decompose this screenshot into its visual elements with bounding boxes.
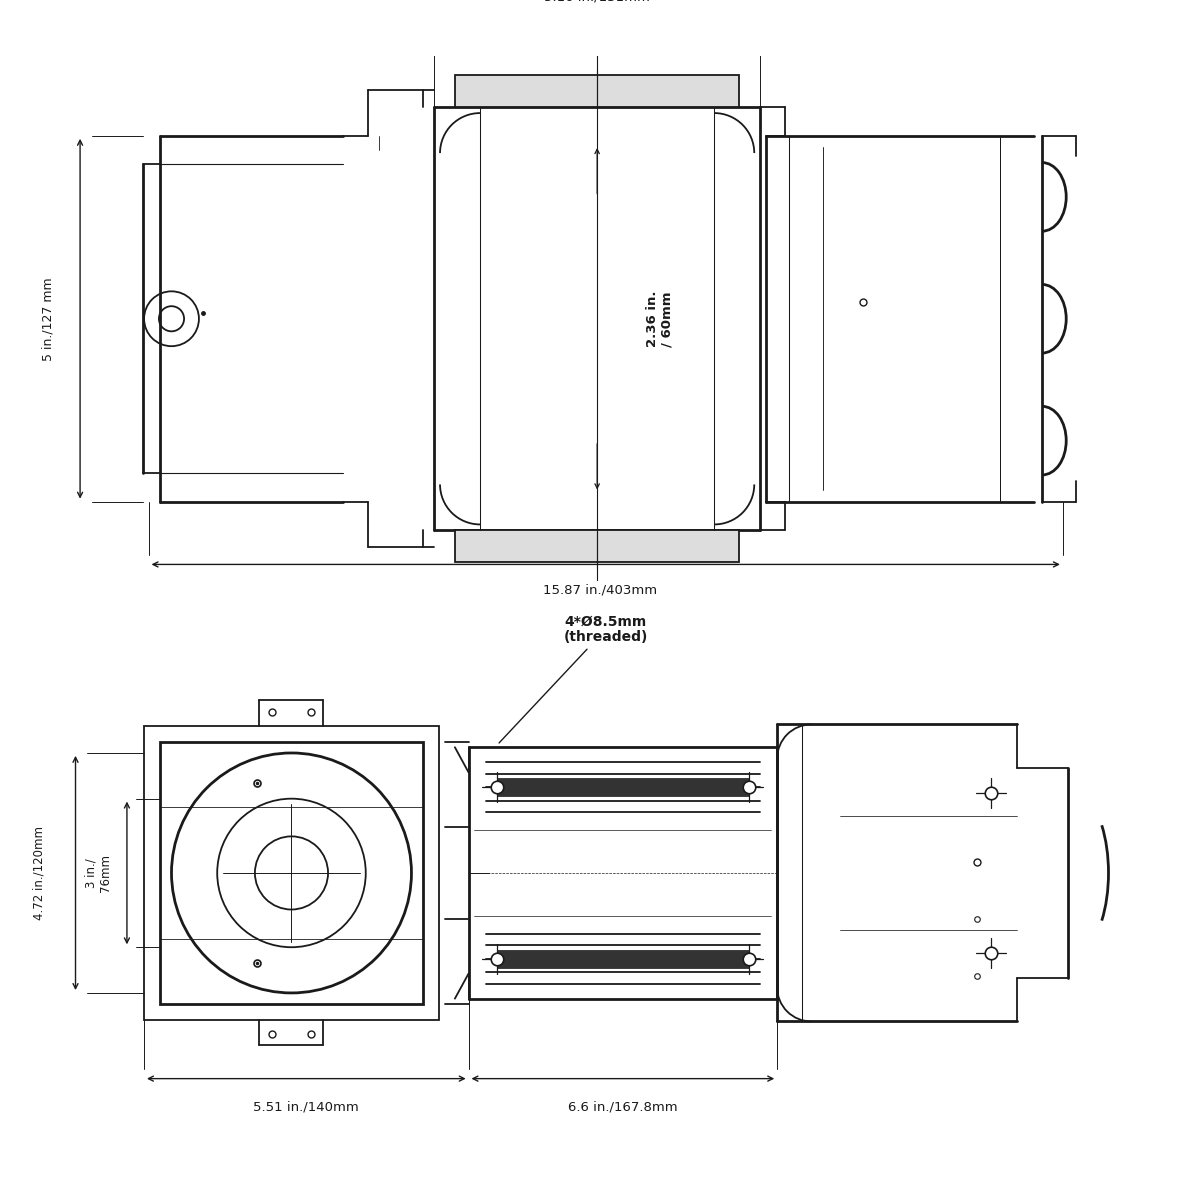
Bar [144, 726, 439, 1020]
Text: 4.72 in./120mm: 4.72 in./120mm [32, 826, 46, 920]
Text: 15.87 in./403mm: 15.87 in./403mm [542, 583, 658, 596]
Text: 3 in./
76mm: 3 in./ 76mm [84, 854, 113, 892]
Text: 4*Ø8.5mm
(threaded): 4*Ø8.5mm (threaded) [499, 614, 648, 743]
Bar [455, 76, 739, 107]
Bar [455, 530, 739, 562]
Bar [497, 778, 749, 797]
Text: 5 in./127 mm: 5 in./127 mm [42, 277, 54, 360]
Text: 5.51 in./140mm: 5.51 in./140mm [253, 1100, 359, 1114]
Text: 2.36 in.
/ 60mm: 2.36 in. / 60mm [646, 290, 674, 347]
Bar [497, 949, 749, 967]
Bar [160, 742, 422, 1004]
Text: 6.6 in./167.8mm: 6.6 in./167.8mm [568, 1100, 678, 1114]
Text: 5.16 in./131mm: 5.16 in./131mm [545, 0, 650, 4]
